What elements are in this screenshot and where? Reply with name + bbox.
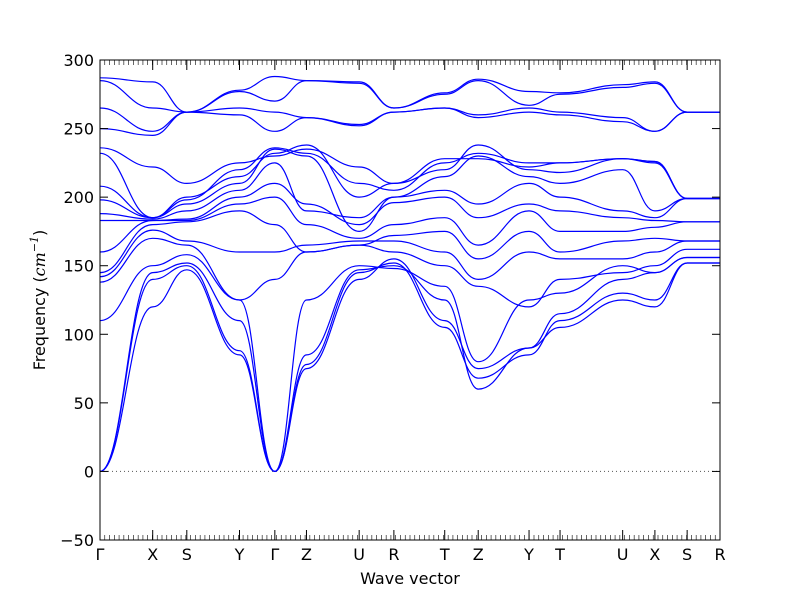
y-axis-ticks: −50 0 50 100 150 200 250 300	[60, 51, 720, 550]
y-axis-label-close: )	[30, 230, 49, 236]
x-tick-label: Z	[301, 545, 312, 564]
y-tick-label: 200	[63, 188, 94, 207]
y-tick-label: 150	[63, 257, 94, 276]
y-axis-label-exponent: −1	[28, 236, 41, 252]
y-tick-label: −50	[60, 531, 94, 550]
x-tick-label: T	[554, 545, 565, 564]
y-axis-label: Frequency (cm−1)	[28, 230, 49, 371]
band-line	[99, 107, 720, 132]
band-line	[99, 237, 720, 308]
x-tick-label: Y	[523, 545, 534, 564]
x-tick-label: Γ	[270, 545, 279, 564]
band-line	[99, 144, 720, 219]
band-line	[99, 210, 720, 274]
y-axis-label-unit: cm	[30, 252, 49, 276]
band-line	[99, 262, 720, 473]
band-line	[99, 162, 720, 220]
band-line	[99, 196, 720, 253]
band-line	[99, 229, 720, 281]
x-tick-label: U	[353, 545, 365, 564]
x-tick-label: Y	[234, 545, 245, 564]
band-line	[99, 148, 720, 233]
x-tick-label: X	[649, 545, 660, 564]
minor-ticks	[99, 60, 721, 540]
x-tick-label: S	[682, 545, 692, 564]
y-tick-label: 300	[63, 51, 94, 70]
plot-frame	[99, 59, 721, 541]
band-line	[99, 147, 720, 200]
band-line	[99, 75, 720, 113]
x-tick-label: T	[439, 545, 450, 564]
band-line	[99, 258, 720, 473]
x-tick-label: R	[388, 545, 399, 564]
x-tick-label: Γ	[96, 545, 105, 564]
y-tick-label: 50	[74, 394, 94, 413]
x-tick-label: S	[182, 545, 192, 564]
phonon-bands	[99, 75, 720, 473]
y-axis-label-text: Frequency (	[30, 276, 49, 370]
band-line	[100, 182, 720, 226]
y-tick-label: 250	[63, 120, 94, 139]
y-tick-label: 100	[63, 325, 94, 344]
x-tick-label: Z	[473, 545, 484, 564]
x-tick-label: U	[617, 545, 629, 564]
x-axis-label: Wave vector	[360, 569, 460, 588]
x-tick-label: R	[714, 545, 725, 564]
x-tick-label: X	[147, 545, 158, 564]
y-tick-label: 0	[84, 462, 94, 481]
band-line	[99, 254, 720, 473]
